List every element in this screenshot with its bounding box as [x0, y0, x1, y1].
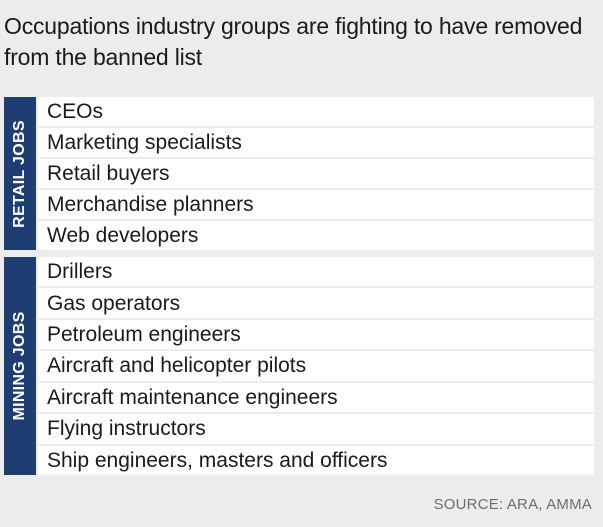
list-item: Retail buyers	[38, 159, 594, 188]
list-item: Aircraft maintenance engineers	[38, 382, 594, 413]
retail-jobs-group: RETAIL JOBS CEOs Marketing specialists R…	[4, 97, 594, 250]
mining-jobs-label: MINING JOBS	[11, 311, 28, 421]
list-item: Ship engineers, masters and officers	[38, 445, 594, 475]
list-item: Gas operators	[38, 288, 594, 318]
list-item: Merchandise planners	[38, 190, 594, 219]
retail-jobs-label: RETAIL JOBS	[11, 119, 28, 228]
list-item: Drillers	[38, 257, 594, 287]
mining-jobs-group: MINING JOBS Drillers Gas operators Petro…	[4, 257, 594, 475]
retail-jobs-list: CEOs Marketing specialists Retail buyers…	[36, 97, 594, 250]
retail-jobs-side-bar: RETAIL JOBS	[4, 97, 36, 250]
list-item: Petroleum engineers	[38, 319, 594, 350]
list-item: CEOs	[38, 97, 594, 126]
list-item: Marketing specialists	[38, 128, 594, 157]
page-title: Occupations industry groups are fighting…	[4, 13, 583, 70]
source-note: SOURCE: ARA, AMMA	[433, 496, 592, 513]
mining-jobs-side-bar: MINING JOBS	[4, 257, 36, 475]
mining-jobs-list: Drillers Gas operators Petroleum enginee…	[36, 257, 594, 475]
list-item: Web developers	[38, 221, 594, 250]
list-item: Flying instructors	[38, 414, 594, 444]
list-item: Aircraft and helicopter pilots	[38, 351, 594, 381]
